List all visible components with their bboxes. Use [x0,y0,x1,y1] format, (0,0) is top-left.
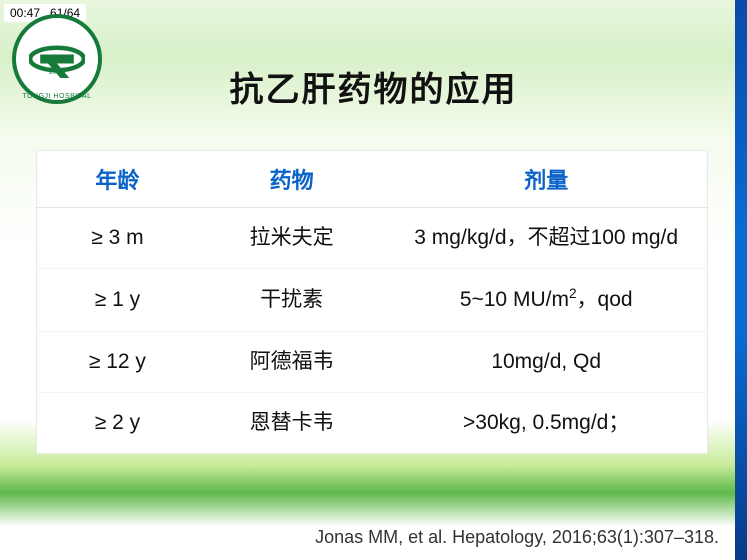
cell-age: ≥ 3 m [37,208,198,269]
cell-drug: 干扰素 [198,269,386,331]
cell-age: ≥ 1 y [37,269,198,331]
table-row: ≥ 3 m拉米夫定3 mg/kg/d，不超过100 mg/d [37,208,707,269]
cell-drug: 恩替卡韦 [198,393,386,454]
cell-dose: >30kg, 0.5mg/d； [385,393,707,454]
table-row: ≥ 1 y干扰素5~10 MU/m2，qod [37,269,707,331]
table-row: ≥ 12 y阿德福韦10mg/d, Qd [37,331,707,392]
slide-title: 抗乙肝药物的应用 [0,62,747,111]
cell-dose: 10mg/d, Qd [385,331,707,392]
table-header-row: 年龄 药物 剂量 [37,151,707,208]
cell-drug: 阿德福韦 [198,331,386,392]
cell-drug: 拉米夫定 [198,208,386,269]
cell-dose: 5~10 MU/m2，qod [385,269,707,331]
slide: 00:47 61/64 1900 TONGJI HOSPITAL 抗乙肝药物的应… [0,0,747,560]
col-dose: 剂量 [385,151,707,208]
col-age: 年龄 [37,151,198,208]
cell-dose: 3 mg/kg/d，不超过100 mg/d [385,208,707,269]
col-drug: 药物 [198,151,386,208]
cell-age: ≥ 2 y [37,393,198,454]
drug-table: 年龄 药物 剂量 ≥ 3 m拉米夫定3 mg/kg/d，不超过100 mg/d≥… [36,150,708,454]
cell-age: ≥ 12 y [37,331,198,392]
citation: Jonas MM, et al. Hepatology, 2016;63(1):… [315,527,719,548]
table-row: ≥ 2 y恩替卡韦>30kg, 0.5mg/d； [37,393,707,454]
